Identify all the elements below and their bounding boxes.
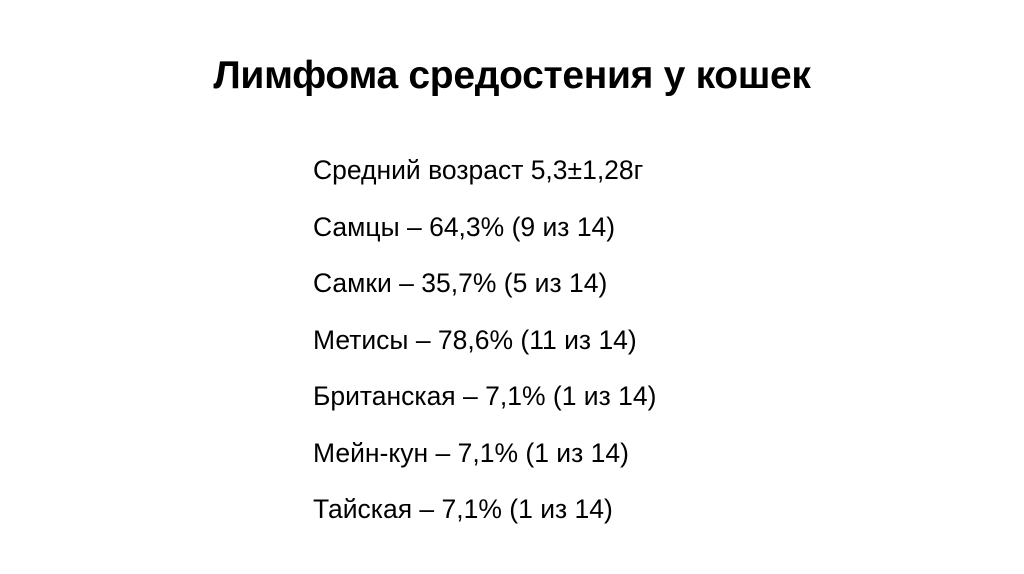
slide-title: Лимфома средостения у кошек bbox=[213, 54, 811, 97]
list-item-thai: Тайская – 7,1% (1 из 14) bbox=[313, 494, 613, 524]
list-item-mean-age: Средний возраст 5,3±1,28г bbox=[313, 155, 644, 185]
list-item-females: Самки – 35,7% (5 из 14) bbox=[313, 268, 608, 298]
list-item-mixed-breed: Метисы – 78,6% (11 из 14) bbox=[313, 324, 637, 355]
list-item-males: Самцы – 64,3% (9 из 14) bbox=[313, 211, 616, 242]
statistics-list: Средний возраст 5,3±1,28г Самцы – 64,3% … bbox=[313, 152, 656, 548]
list-item-british: Британская – 7,1% (1 из 14) bbox=[313, 381, 657, 411]
list-item-maine-coon: Мейн-кун – 7,1% (1 из 14) bbox=[313, 437, 629, 468]
